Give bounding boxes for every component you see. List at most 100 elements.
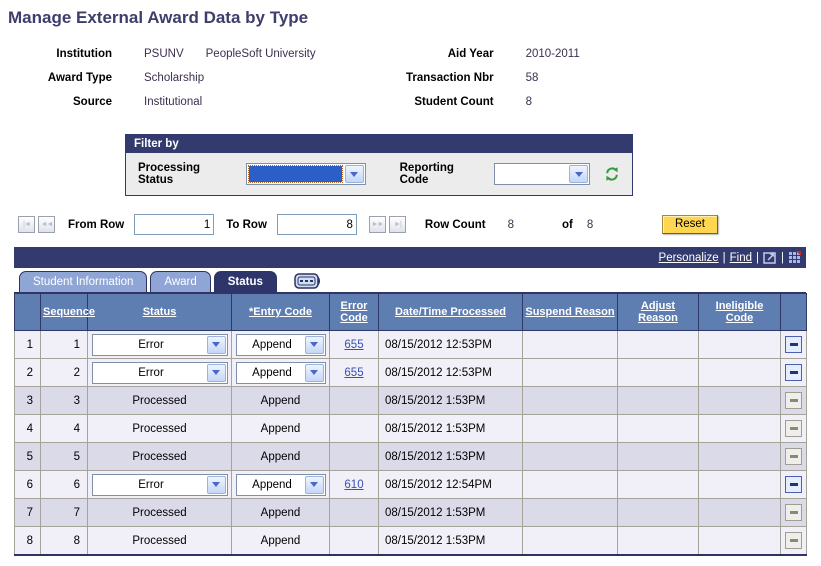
table-row: 8 8 Processed Append 08/15/2012 1:53PM — [14, 526, 807, 556]
grid-tabs: Student Information Award Status — [14, 268, 806, 293]
personalize-link[interactable]: Personalize — [658, 251, 719, 264]
aid-year-value: 2010-2011 — [525, 48, 580, 60]
datetime-cell: 08/15/2012 12:54PM — [378, 470, 523, 499]
entry-code-select[interactable]: Append — [235, 361, 326, 384]
datetime-cell: 08/15/2012 1:53PM — [378, 386, 523, 415]
entry-code-select[interactable]: Append — [235, 473, 326, 496]
refresh-icon[interactable] — [604, 166, 620, 182]
status-select[interactable]: Error — [91, 473, 228, 496]
status-cell: Processed — [87, 498, 232, 527]
row-number: 8 — [14, 526, 41, 556]
status-grid-table: Sequence Status *Entry Code Error Code D… — [14, 293, 807, 556]
separator: | — [722, 251, 726, 264]
entry-code-cell: Append — [231, 386, 330, 415]
last-row-button[interactable]: ►| — [388, 216, 406, 233]
minus-icon — [789, 455, 798, 458]
row-number: 5 — [14, 442, 41, 471]
error-code-link[interactable]: 655 — [344, 366, 364, 379]
column-header-error-code[interactable]: Error Code — [329, 293, 379, 331]
page-title: Manage External Award Data by Type — [8, 8, 309, 27]
column-header-adjust-reason[interactable]: Adjust Reason — [617, 293, 699, 331]
header-fields: Institution PSUNV PeopleSoft University A… — [0, 42, 821, 114]
status-select-value: Error — [138, 366, 164, 379]
row-count-label: Row Count — [424, 218, 486, 231]
status-select-value: Error — [138, 338, 164, 351]
first-row-button[interactable]: |◄ — [18, 216, 35, 233]
show-all-columns-icon[interactable] — [294, 273, 322, 290]
error-code-link[interactable]: 610 — [344, 478, 364, 491]
previous-rows-button[interactable]: ◄◄ — [38, 216, 55, 233]
adjust-reason-cell — [617, 470, 699, 499]
chevron-down-icon — [344, 165, 364, 183]
minus-icon — [789, 483, 798, 486]
delete-row-button[interactable] — [785, 476, 802, 493]
ineligible-code-cell — [698, 526, 781, 556]
tab-award[interactable]: Award — [150, 271, 211, 292]
status-cell: Processed — [87, 414, 232, 443]
award-data-grid: Personalize | Find | | Student Informa — [14, 247, 807, 556]
tab-student-information[interactable]: Student Information — [19, 271, 148, 292]
reporting-code-label: Reporting Code — [399, 162, 454, 186]
chevron-down-icon — [206, 363, 226, 382]
table-row: 1 1 Error Append 655 08/15/2012 12:53PM — [14, 330, 807, 359]
entry-code-cell: Append — [231, 414, 330, 443]
minus-icon — [789, 343, 798, 346]
view-all-icon[interactable] — [763, 251, 777, 264]
tab-status[interactable]: Status — [213, 271, 277, 292]
reporting-code-select[interactable] — [494, 163, 590, 185]
chevron-down-icon — [206, 475, 226, 494]
ineligible-code-cell — [698, 358, 781, 387]
table-row: 6 6 Error Append 610 08/15/2012 12:54PM — [14, 470, 807, 499]
error-code-link[interactable]: 655 — [344, 338, 364, 351]
sequence-cell: 5 — [40, 442, 88, 471]
adjust-reason-cell — [617, 330, 699, 359]
table-row: 5 5 Processed Append 08/15/2012 1:53PM — [14, 442, 807, 471]
status-select[interactable]: Error — [91, 333, 228, 356]
next-rows-button[interactable]: ►► — [368, 216, 386, 233]
minus-icon — [789, 399, 798, 402]
delete-row-button-disabled — [785, 532, 802, 549]
adjust-reason-cell — [617, 414, 699, 443]
delete-row-button[interactable] — [785, 364, 802, 381]
adjust-reason-cell — [617, 498, 699, 527]
chevron-down-icon — [569, 165, 588, 183]
adjust-reason-cell — [617, 386, 699, 415]
column-header-sequence[interactable]: Sequence — [40, 293, 95, 331]
status-select[interactable]: Error — [91, 361, 228, 384]
column-header-entry-code[interactable]: *Entry Code — [231, 293, 330, 331]
student-count-label: Student Count — [414, 96, 494, 108]
column-header-ineligible-code[interactable]: Ineligible Code — [698, 293, 781, 331]
award-type-value: Scholarship — [144, 72, 205, 84]
suspend-reason-cell — [522, 442, 618, 471]
of-label: of — [562, 218, 573, 231]
from-row-input[interactable] — [134, 214, 215, 235]
column-header-suspend-reason[interactable]: Suspend Reason — [522, 293, 618, 331]
delete-row-button-disabled — [785, 392, 802, 409]
entry-code-select[interactable]: Append — [235, 333, 326, 356]
delete-row-button[interactable] — [785, 336, 802, 353]
suspend-reason-cell — [522, 386, 618, 415]
column-header-status[interactable]: Status — [87, 293, 232, 331]
error-code-cell — [329, 526, 379, 556]
table-row: 3 3 Processed Append 08/15/2012 1:53PM — [14, 386, 807, 415]
separator: | — [756, 251, 759, 264]
datetime-cell: 08/15/2012 1:53PM — [378, 442, 523, 471]
institution-code: PSUNV — [144, 48, 184, 60]
suspend-reason-cell — [522, 498, 618, 527]
find-link[interactable]: Find — [729, 251, 752, 264]
institution-description: PeopleSoft University — [205, 48, 316, 60]
transaction-nbr-label: Transaction Nbr — [406, 72, 494, 84]
processing-status-select[interactable] — [245, 163, 366, 185]
reset-button[interactable]: Reset — [661, 215, 718, 234]
to-row-input[interactable] — [276, 214, 357, 235]
error-code-cell — [329, 442, 379, 471]
sequence-cell: 6 — [40, 470, 88, 499]
ineligible-code-cell — [698, 386, 781, 415]
adjust-reason-cell — [617, 442, 699, 471]
download-icon[interactable] — [788, 251, 801, 264]
filter-by-group: Filter by Processing Status Reporting Co… — [125, 134, 633, 196]
column-header-datetime[interactable]: Date/Time Processed — [378, 293, 523, 331]
processing-status-label: Processing Status — [138, 162, 200, 186]
entry-code-select-value: Append — [252, 478, 292, 491]
entry-code-select-value: Append — [252, 338, 292, 351]
